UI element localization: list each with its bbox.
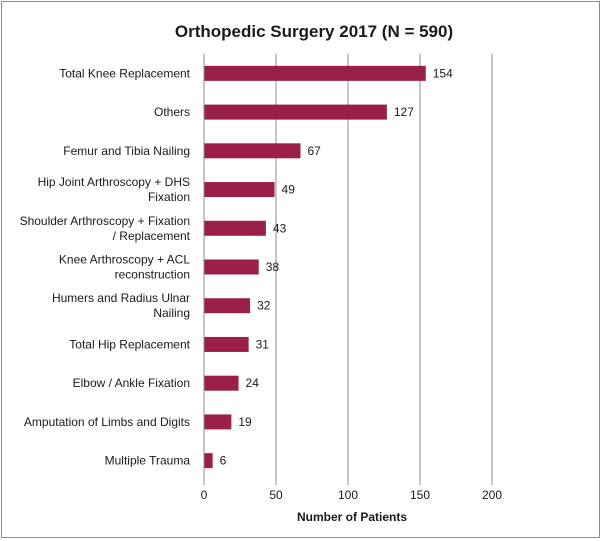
x-axis-label: Number of Patients xyxy=(297,510,407,524)
category-label: Amputation of Limbs and Digits xyxy=(24,415,190,429)
bar xyxy=(204,259,259,275)
category-label: Shoulder Arthroscopy + Fixation / Replace… xyxy=(20,214,191,243)
x-tick-label: 200 xyxy=(482,488,502,502)
bar xyxy=(204,453,213,469)
bar xyxy=(204,182,275,198)
category-label: Hip Joint Arthroscopy + DHS Fixation xyxy=(38,175,190,204)
category-label: Total Hip Replacement xyxy=(69,337,190,351)
data-label: 32 xyxy=(257,299,271,313)
category-label: Knee Arthroscopy + ACL reconstruction xyxy=(59,253,190,282)
gridlines xyxy=(203,54,493,485)
data-label: 6 xyxy=(220,454,227,468)
bar xyxy=(204,298,251,314)
data-label: 154 xyxy=(433,66,453,80)
x-tick-label: 100 xyxy=(338,488,358,502)
data-label: 127 xyxy=(394,105,414,119)
data-label: 38 xyxy=(266,260,280,274)
bar xyxy=(204,143,301,159)
data-label: 67 xyxy=(307,144,321,158)
chart-title: Orthopedic Surgery 2017 (N = 590) xyxy=(175,22,453,41)
data-labels: 154 127 67 49 43 38 32 31 24 19 6 xyxy=(220,66,453,467)
category-label: Multiple Trauma xyxy=(105,454,191,468)
bar xyxy=(204,65,426,81)
data-label: 43 xyxy=(273,221,287,235)
category-label: Others xyxy=(154,105,190,119)
x-tick-labels: 0 50 100 150 200 xyxy=(201,488,503,502)
bar xyxy=(204,104,387,120)
data-label: 49 xyxy=(282,183,296,197)
category-label: Femur and Tibia Nailing xyxy=(63,144,190,158)
x-tick-label: 50 xyxy=(269,488,283,502)
bar xyxy=(204,220,266,236)
data-label: 31 xyxy=(256,337,270,351)
bars xyxy=(204,65,426,469)
bar xyxy=(204,414,232,430)
bar xyxy=(204,336,249,352)
category-label: Total Knee Replacement xyxy=(59,66,190,80)
category-labels: Total Knee Replacement Others Femur and Ti… xyxy=(20,66,191,467)
category-label: Elbow / Ankle Fixation xyxy=(73,376,190,390)
x-tick-label: 0 xyxy=(201,488,208,502)
category-label: Humers and Radius Ulnar Nailing xyxy=(52,291,190,320)
data-label: 19 xyxy=(238,415,252,429)
bar xyxy=(204,375,239,391)
x-tick-label: 150 xyxy=(410,488,430,502)
data-label: 24 xyxy=(246,376,260,390)
